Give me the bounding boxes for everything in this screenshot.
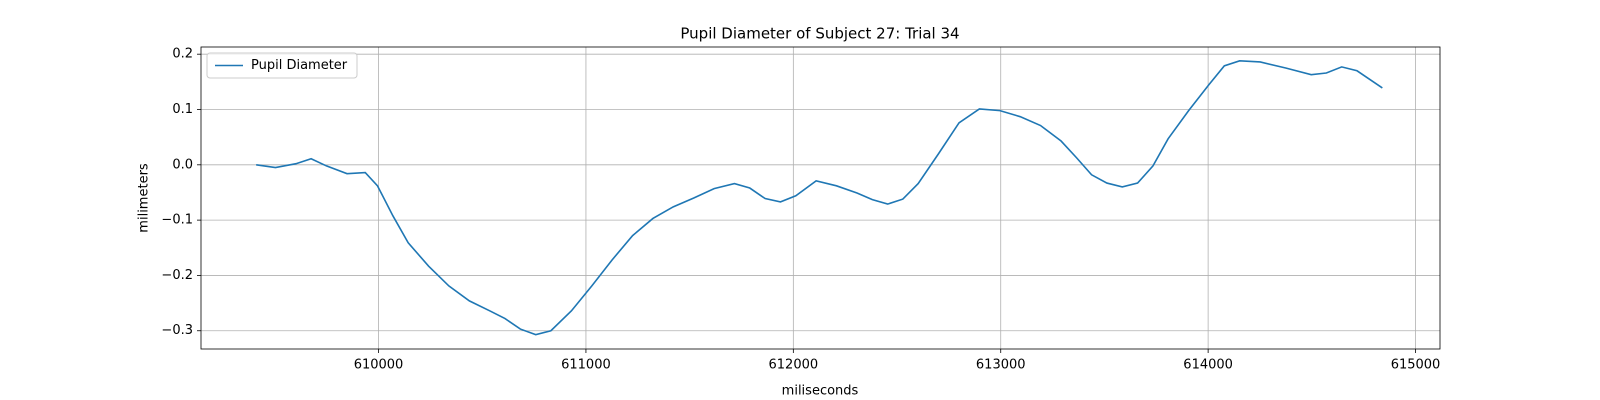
data-line (256, 60, 1383, 336)
chart-title: Pupil Diameter of Subject 27: Trial 34 (680, 25, 959, 43)
x-tick-label: 614000 (1183, 358, 1233, 373)
x-tick-label: 610000 (354, 358, 404, 373)
x-tick-label: 611000 (561, 358, 611, 373)
legend-label: Pupil Diameter (251, 58, 348, 73)
y-axis-label: milimeters (137, 163, 152, 233)
x-tick-label: 615000 (1391, 358, 1441, 373)
y-tick-label: −0.3 (161, 323, 193, 338)
x-tick-label: 612000 (769, 358, 819, 373)
y-tick-label: 0.1 (172, 102, 193, 117)
y-tick-label: −0.1 (161, 213, 193, 228)
y-tick-label: 0.0 (172, 157, 193, 172)
legend-box (206, 52, 358, 79)
x-tick-label: 613000 (976, 358, 1026, 373)
y-tick-label: 0.2 (172, 47, 193, 62)
x-axis-label: miliseconds (782, 384, 859, 399)
plot-frame (200, 46, 1441, 350)
y-tick-label: −0.2 (161, 268, 193, 283)
